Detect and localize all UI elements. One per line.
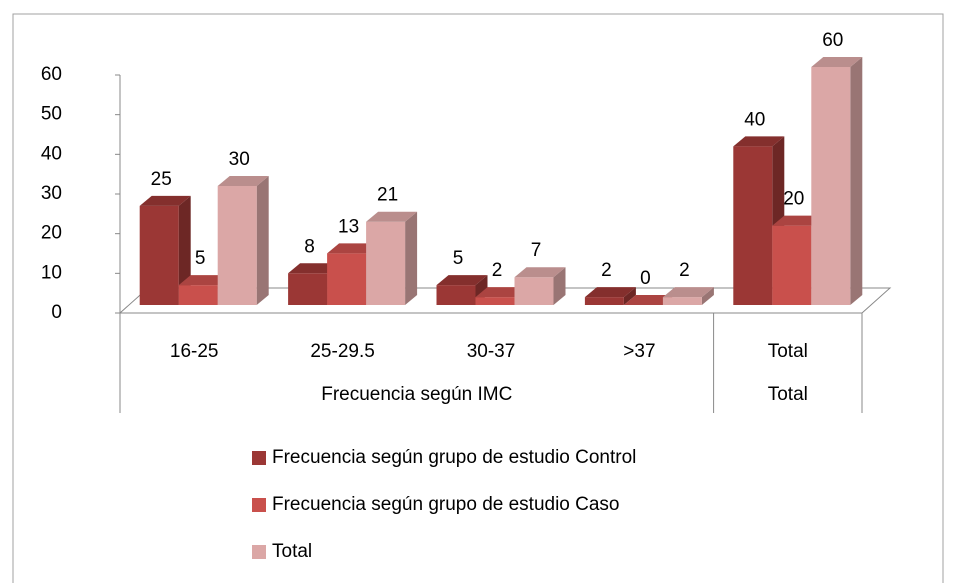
y-tick-label: 20 <box>41 223 62 244</box>
bar <box>811 57 863 305</box>
bar-side <box>701 287 714 305</box>
data-label: 21 <box>377 185 398 206</box>
chart-border <box>12 13 944 583</box>
bar-top <box>662 287 714 298</box>
bar-front <box>139 205 179 305</box>
legend-label: Total <box>272 541 312 562</box>
bar-front <box>662 297 702 305</box>
bar-front <box>475 297 515 305</box>
y-tick-label: 50 <box>41 104 62 125</box>
legend-label: Frecuencia según grupo de estudio Contro… <box>272 447 636 468</box>
legend-swatch <box>252 498 266 512</box>
y-tick-label: 40 <box>41 143 62 164</box>
bar <box>662 287 714 305</box>
y-tick-label: 30 <box>41 183 62 204</box>
bar-top <box>475 287 527 298</box>
x-tick-label: Total <box>768 341 808 362</box>
bar-front <box>288 273 328 305</box>
data-label: 8 <box>304 236 315 257</box>
bar-front <box>514 277 554 305</box>
bar-front <box>584 297 624 305</box>
data-label: 30 <box>229 149 250 170</box>
legend-swatch <box>252 545 266 559</box>
bar-top <box>514 267 566 278</box>
y-tick-label: 60 <box>41 64 62 85</box>
bar-side <box>850 57 863 305</box>
bar-top <box>436 275 488 286</box>
bar-top <box>623 295 675 305</box>
bar-front <box>811 67 851 305</box>
bar-front <box>733 146 773 305</box>
bar-side <box>405 211 418 305</box>
bar <box>514 267 566 305</box>
bar-front <box>366 221 406 305</box>
data-label: 2 <box>492 260 503 281</box>
bar-top <box>139 195 191 206</box>
data-label: 13 <box>338 216 359 237</box>
bar <box>584 287 636 305</box>
group-label: Total <box>768 384 808 405</box>
x-tick-label: >37 <box>623 341 655 362</box>
data-label: 7 <box>531 240 542 261</box>
y-tick-label: 10 <box>41 262 62 283</box>
group-label: Frecuencia según IMC <box>321 384 512 405</box>
bar <box>366 211 418 305</box>
x-tick-label: 30-37 <box>467 341 516 362</box>
data-label: 5 <box>453 248 464 269</box>
data-label: 5 <box>195 248 206 269</box>
data-label: 40 <box>744 109 765 130</box>
bar-front <box>327 253 367 305</box>
data-label: 0 <box>640 268 651 289</box>
x-tick-label: 25-29.5 <box>310 341 374 362</box>
bar-top <box>811 57 863 67</box>
legend-label: Frecuencia según grupo de estudio Caso <box>272 494 620 515</box>
legend-swatch <box>252 451 266 465</box>
bar-front <box>436 285 476 305</box>
data-label: 20 <box>783 189 804 210</box>
bar-top <box>733 136 785 147</box>
bar <box>436 275 488 305</box>
bar-side <box>256 176 269 305</box>
bar <box>623 295 675 305</box>
bar-top <box>772 215 824 226</box>
x-tick-label: 16-25 <box>170 341 219 362</box>
bar-top <box>217 176 269 186</box>
bar <box>217 176 269 305</box>
bar-top <box>178 275 230 286</box>
data-label: 25 <box>151 169 172 190</box>
bar-front <box>772 225 812 305</box>
data-label: 2 <box>679 260 690 281</box>
bar-front <box>178 285 218 305</box>
bar-front <box>217 186 257 305</box>
data-label: 2 <box>601 260 612 281</box>
bar-side <box>553 267 566 305</box>
data-label: 60 <box>822 30 843 51</box>
bar-top <box>327 243 379 254</box>
bar-top <box>288 263 340 274</box>
y-tick-label: 0 <box>51 302 62 323</box>
bar-side <box>623 287 636 305</box>
bar-top <box>366 211 418 222</box>
bar-top <box>584 287 636 298</box>
